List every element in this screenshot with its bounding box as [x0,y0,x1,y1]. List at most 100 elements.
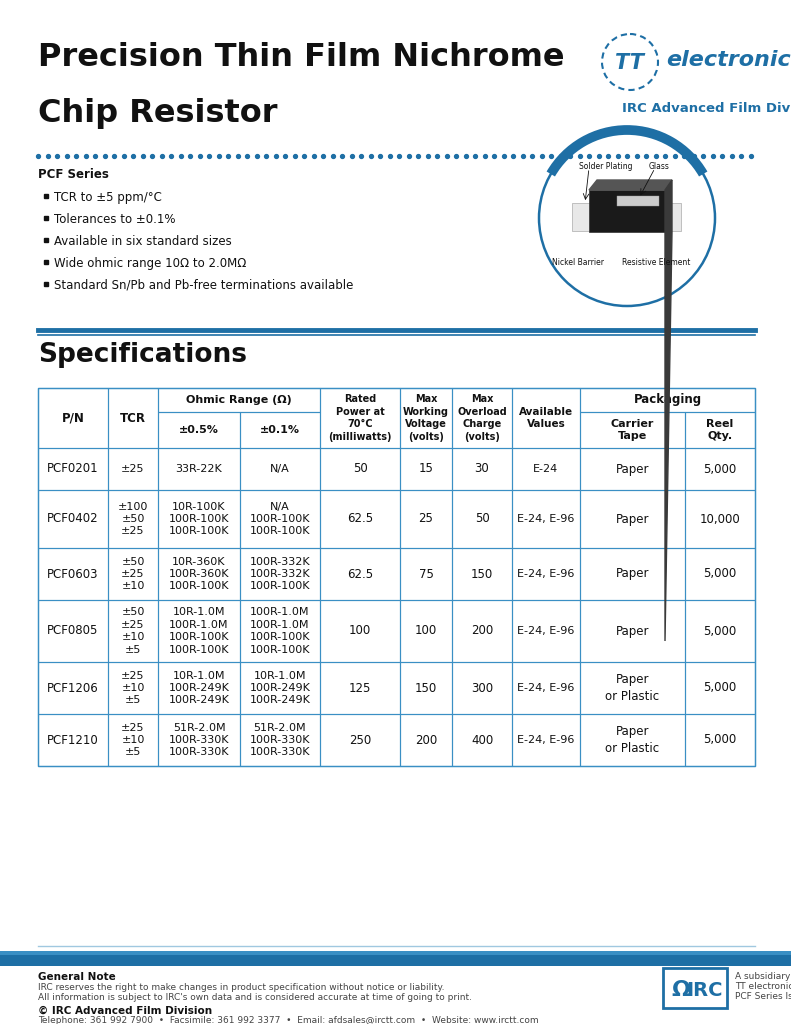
Text: 75: 75 [418,567,433,581]
Bar [580,490,685,548]
Text: 25: 25 [418,512,433,525]
Bar [580,662,685,714]
Text: 10R-1.0M
100R-249K
100R-249K: 10R-1.0M 100R-249K 100R-249K [168,671,229,706]
Bar [452,449,512,490]
FancyBboxPatch shape [659,203,681,231]
Text: 250: 250 [349,733,371,746]
Polygon shape [589,180,672,190]
Bar [320,490,400,548]
Bar [512,490,580,548]
Text: Available in six standard sizes: Available in six standard sizes [54,234,232,248]
Text: 100: 100 [349,625,371,638]
Bar [38,449,108,490]
Text: 10R-100K
100R-100K
100R-100K: 10R-100K 100R-100K 100R-100K [168,502,229,537]
Bar [512,548,580,600]
Bar [240,714,320,766]
Bar [158,449,240,490]
Text: All information is subject to IRC's own data and is considered accurate at time : All information is subject to IRC's own … [38,993,472,1002]
Bar [512,714,580,766]
Text: IRC Advanced Film Division: IRC Advanced Film Division [622,102,791,115]
Bar [0,951,791,955]
Bar [580,449,685,490]
Bar [240,412,320,449]
Text: PCF0201: PCF0201 [47,463,99,475]
Text: Chip Resistor: Chip Resistor [38,98,278,129]
Bar [38,714,108,766]
Bar [452,600,512,662]
Text: Telephone: 361 992 7900  •  Facsimile: 361 992 3377  •  Email: afdsales@irctt.co: Telephone: 361 992 7900 • Facsimile: 361… [38,1016,539,1024]
Text: Available
Values: Available Values [519,407,573,429]
Text: 5,000: 5,000 [703,625,736,638]
Bar [400,662,452,714]
Text: TT: TT [615,53,644,73]
Text: TCR to ±5 ppm/°C: TCR to ±5 ppm/°C [54,191,162,204]
Text: E-24: E-24 [533,464,558,474]
Text: 62.5: 62.5 [347,512,373,525]
Text: Specifications: Specifications [38,342,247,368]
Text: E-24, E-96: E-24, E-96 [517,569,575,579]
Bar [38,662,108,714]
Text: 300: 300 [471,682,493,694]
Text: Paper: Paper [615,625,649,638]
Text: IRC: IRC [687,981,723,999]
Bar [685,600,755,662]
Bar [240,600,320,662]
Text: N/A
100R-100K
100R-100K: N/A 100R-100K 100R-100K [250,502,310,537]
Text: Precision Thin Film Nichrome: Precision Thin Film Nichrome [38,42,565,73]
Bar [108,490,158,548]
Text: Ω: Ω [672,980,691,1000]
Text: Resistive Element: Resistive Element [622,258,691,267]
Text: Wide ohmic range 10Ω to 2.0MΩ: Wide ohmic range 10Ω to 2.0MΩ [54,257,246,270]
Polygon shape [665,180,672,641]
Bar [158,662,240,714]
Text: General Note: General Note [38,972,115,982]
Text: Paper
or Plastic: Paper or Plastic [605,725,660,755]
Text: PCF Series Issue February 2005: PCF Series Issue February 2005 [735,992,791,1001]
Bar [240,490,320,548]
Bar [158,548,240,600]
Text: 400: 400 [471,733,493,746]
Text: ±25
±10
±5: ±25 ±10 ±5 [121,671,145,706]
Bar [108,714,158,766]
Bar [400,388,452,449]
Text: PCF0402: PCF0402 [47,512,99,525]
Text: 51R-2.0M
100R-330K
100R-330K: 51R-2.0M 100R-330K 100R-330K [250,723,310,758]
Text: PCF1210: PCF1210 [47,733,99,746]
Bar [580,600,685,662]
Text: Standard Sn/Pb and Pb-free terminations available: Standard Sn/Pb and Pb-free terminations … [54,279,354,292]
Text: E-24, E-96: E-24, E-96 [517,735,575,745]
Bar [400,449,452,490]
Bar [580,548,685,600]
Bar [158,412,240,449]
FancyBboxPatch shape [589,190,665,232]
Bar [158,388,320,412]
Bar [452,548,512,600]
Bar [512,600,580,662]
Text: Reel
Qty.: Reel Qty. [706,419,733,441]
Bar [580,412,685,449]
Text: © IRC Advanced Film Division: © IRC Advanced Film Division [38,1006,212,1016]
Text: 15: 15 [418,463,433,475]
Bar [108,548,158,600]
Text: Carrier
Tape: Carrier Tape [611,419,654,441]
Text: Ohmic Range (Ω): Ohmic Range (Ω) [186,395,292,406]
Text: E-24, E-96: E-24, E-96 [517,514,575,524]
Bar [685,662,755,714]
Text: 51R-2.0M
100R-330K
100R-330K: 51R-2.0M 100R-330K 100R-330K [168,723,229,758]
Text: 33R-22K: 33R-22K [176,464,222,474]
Text: 5,000: 5,000 [703,463,736,475]
Bar [512,449,580,490]
Bar [663,968,727,1008]
Text: P/N: P/N [62,412,85,425]
Text: ±25: ±25 [121,464,145,474]
Bar [400,548,452,600]
Text: Rated
Power at
70°C
(milliwatts): Rated Power at 70°C (milliwatts) [328,394,392,441]
Text: Packaging: Packaging [634,393,702,407]
Text: 62.5: 62.5 [347,567,373,581]
Bar [685,548,755,600]
Text: Nickel Barrier: Nickel Barrier [552,258,604,267]
Text: 5,000: 5,000 [703,682,736,694]
Bar [320,388,400,449]
Bar [158,490,240,548]
Bar [512,388,580,449]
